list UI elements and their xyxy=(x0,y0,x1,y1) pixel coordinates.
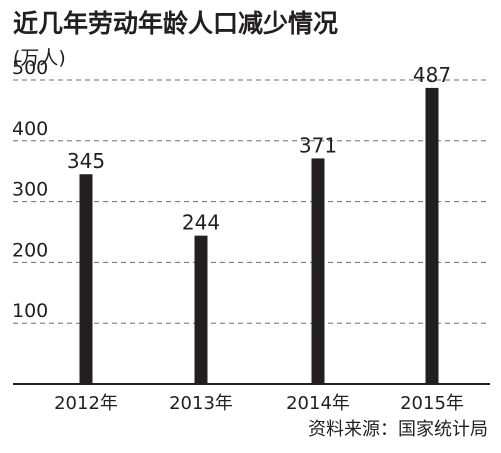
x-tick-label: 2014年 xyxy=(286,393,350,414)
gridlines xyxy=(13,79,490,324)
bar xyxy=(194,235,208,384)
chart-title: 近几年劳动年龄人口减少情况 xyxy=(13,9,339,38)
y-tick-label: 200 xyxy=(12,239,48,261)
y-tick-label: 400 xyxy=(12,118,48,140)
y-tick-label: 500 xyxy=(12,57,48,79)
bar xyxy=(425,87,439,385)
data-label: 371 xyxy=(299,133,337,157)
x-tick-label: 2013年 xyxy=(169,393,233,414)
x-tick-label: 2012年 xyxy=(54,393,118,414)
bar xyxy=(79,174,93,384)
x-axis-ticks: 2012年 2013年 2014年 2015年 xyxy=(54,393,464,414)
y-tick-label: 100 xyxy=(12,300,48,322)
bar xyxy=(311,158,325,384)
y-tick-label: 300 xyxy=(12,179,48,201)
y-axis-unit: (万人) xyxy=(13,47,66,69)
data-label: 244 xyxy=(182,211,220,235)
y-axis-ticks: 100 200 300 400 500 xyxy=(12,57,48,322)
source-note: 资料来源：国家统计局 xyxy=(308,419,488,440)
x-tick-label: 2015年 xyxy=(400,393,464,414)
data-labels: 345 244 371 487 xyxy=(67,63,451,235)
bars xyxy=(79,87,439,385)
data-label: 487 xyxy=(413,63,451,87)
data-label: 345 xyxy=(67,149,105,173)
